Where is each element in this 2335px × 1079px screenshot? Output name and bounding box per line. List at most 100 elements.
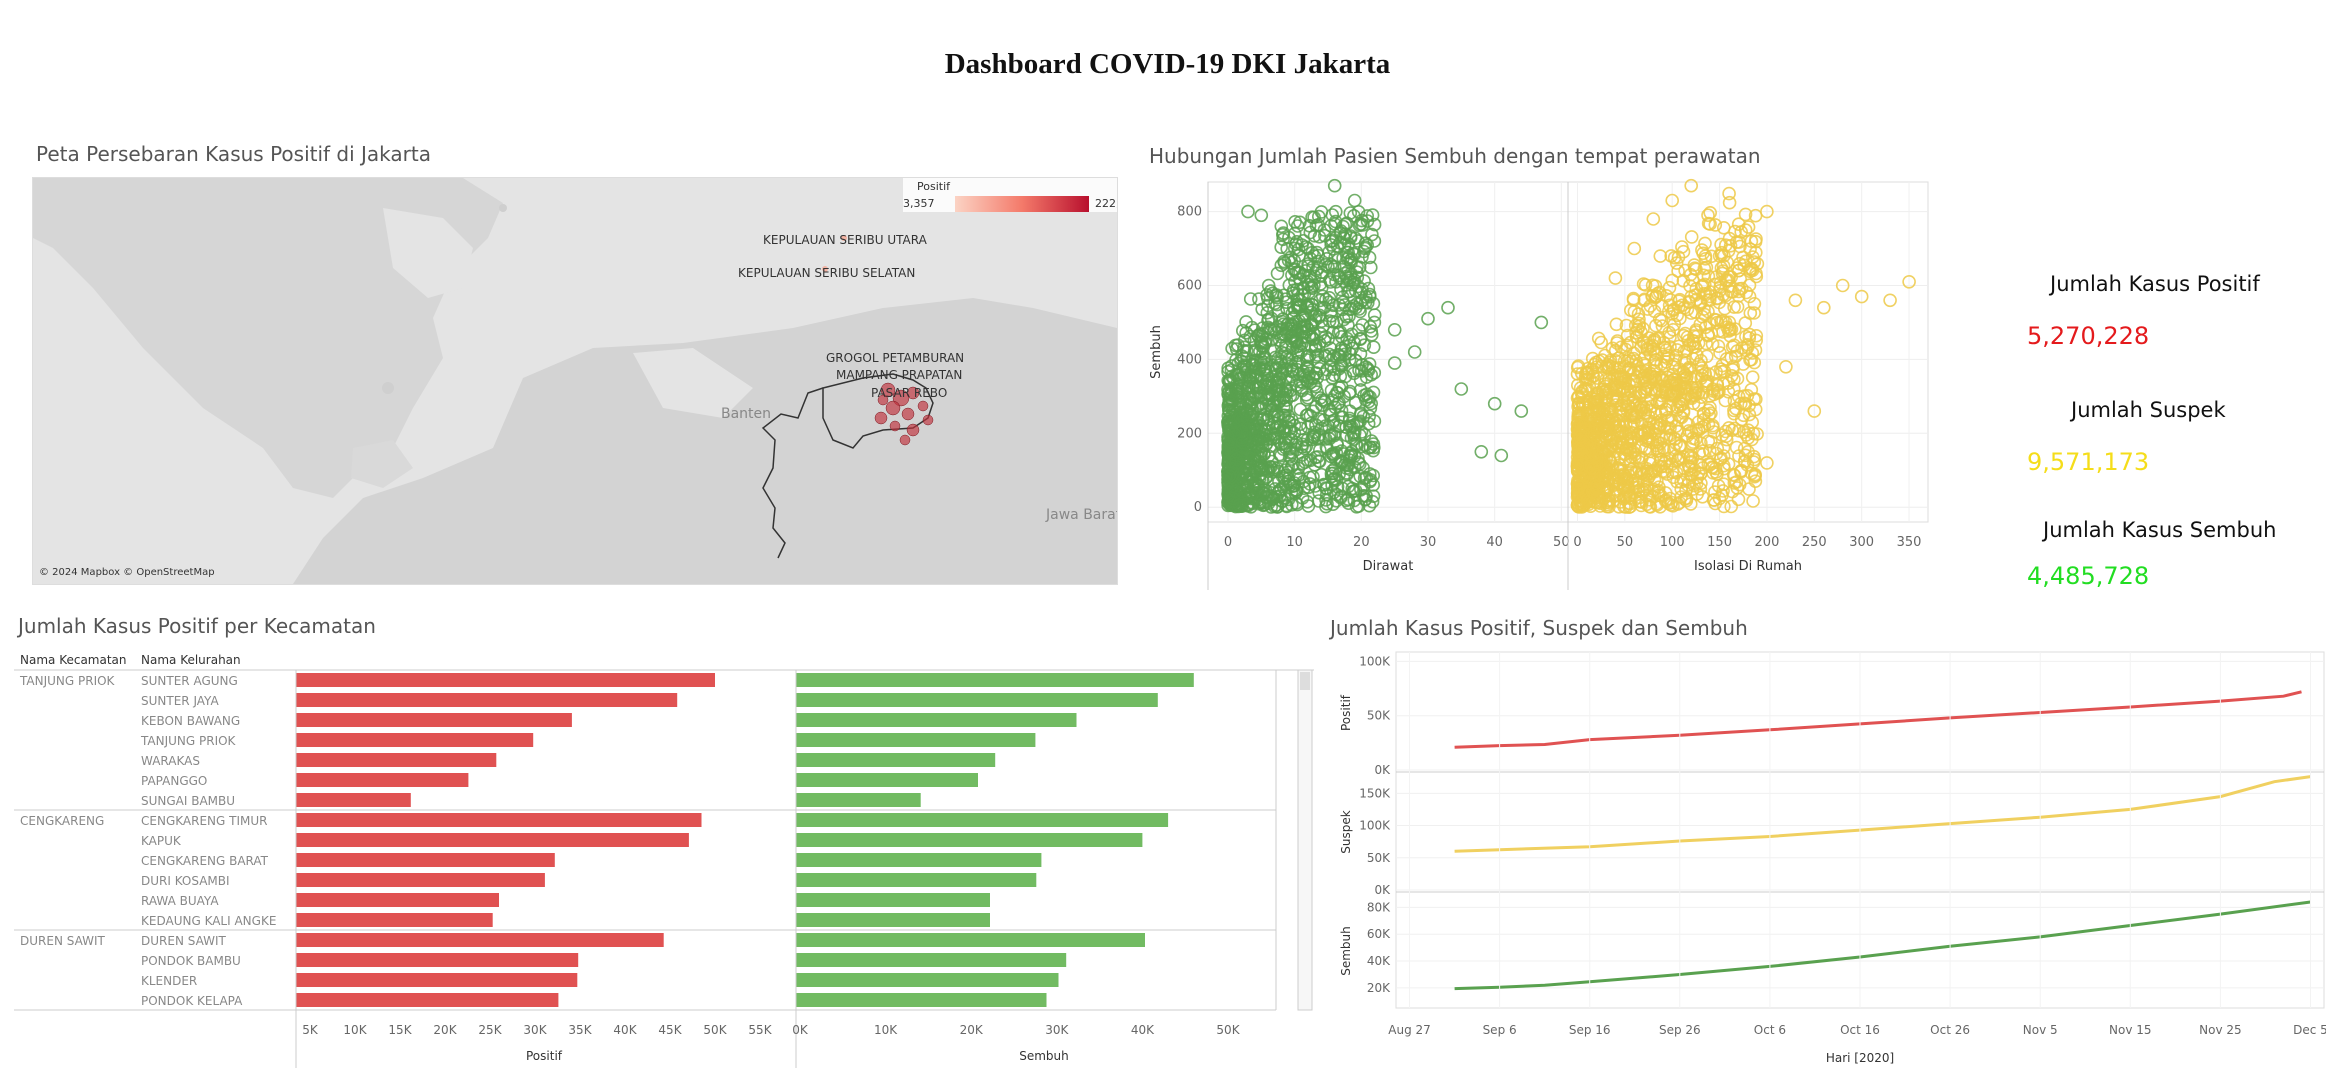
scatter-x-tick: 50 (1617, 535, 1634, 550)
scatter-point (1654, 371, 1669, 385)
scatter-point (1312, 209, 1326, 224)
scatter-point (1308, 313, 1322, 327)
scatter-point (1640, 302, 1655, 316)
bar-positif (296, 993, 559, 1007)
scatter-point (1300, 359, 1315, 374)
scatter-point (1660, 370, 1675, 385)
scatter-point (1285, 364, 1300, 379)
lines-y-tick: 60K (1367, 927, 1391, 941)
scatter-point (1354, 286, 1369, 300)
scatter-point (1332, 298, 1346, 312)
scatter-point (1637, 425, 1652, 440)
scatter-point (1324, 218, 1338, 233)
scatter-point (1288, 325, 1302, 339)
scatter-point (1337, 238, 1352, 252)
map-label-kep-seribu-utara: KEPULAUAN SERIBU UTARA (763, 233, 927, 247)
scatter-point (1611, 471, 1626, 486)
scatter-point (1324, 383, 1339, 398)
legend-gradient (955, 196, 1089, 212)
scatter-point (1648, 383, 1663, 398)
kelurahan-label: SUNTER JAYA (141, 694, 219, 708)
bar-positif (296, 793, 411, 807)
scatter-point (1683, 279, 1697, 293)
legend-min: 3,357 (903, 197, 935, 210)
lines-x-tick: Nov 15 (2109, 1023, 2152, 1037)
scatter-point (1454, 382, 1469, 396)
scatter-point (1670, 400, 1685, 415)
scatter-point (1329, 204, 1343, 219)
scatter-point (1278, 346, 1292, 361)
scatter-point (1287, 300, 1301, 315)
scatter-x-label: Isolasi Di Rumah (1694, 559, 1802, 574)
scatter-point (1365, 227, 1379, 242)
scatter-point (1285, 306, 1299, 321)
scatter-point (1707, 312, 1722, 327)
scatter-point (1249, 380, 1264, 394)
scatter-point (1612, 440, 1627, 455)
scatter-y-tick: 400 (1177, 352, 1202, 367)
scatter-point (1335, 290, 1350, 304)
bars-chart[interactable]: Nama Kecamatan Nama Kelurahan TANJUNG PRIO… (14, 648, 1314, 1068)
scatter-point (1720, 320, 1734, 334)
positif-x-tick: 55K (748, 1023, 772, 1037)
scatter-point (1722, 270, 1737, 284)
kelurahan-label: DURI KOSAMBI (141, 874, 230, 888)
scatter-point (1902, 275, 1916, 289)
scatter-point (1261, 278, 1276, 293)
scatter-point (1354, 406, 1368, 420)
bar-sembuh (796, 853, 1042, 867)
scatter-point (1571, 396, 1586, 410)
col-header-kecamatan: Nama Kecamatan (20, 653, 127, 667)
lines-x-tick: Sep 6 (1483, 1023, 1517, 1037)
scatter-point (1353, 347, 1368, 361)
scatter-point (1740, 338, 1755, 352)
scatter-points-dirawat (1221, 178, 1549, 514)
scatter-point (1387, 323, 1402, 337)
map-panel[interactable]: KEPULAUAN SERIBU UTARA KEPULAUAN SERIBU … (32, 177, 1118, 585)
scatter-point (1646, 212, 1661, 226)
bar-sembuh (796, 773, 978, 787)
kelurahan-label: SUNTER AGUNG (141, 674, 238, 688)
lines-y-label-sembuh: Sembuh (1339, 926, 1353, 976)
scatter-point (1736, 357, 1751, 371)
kpi-suspek-label: Jumlah Suspek (2071, 398, 2226, 422)
kpi-suspek-value: 9,571,173 (2027, 448, 2150, 476)
scatter-point (1623, 335, 1638, 350)
scatter-point (1703, 205, 1718, 220)
scatter-point (1657, 340, 1672, 355)
scatter-point (1608, 354, 1623, 368)
scatter-point (1226, 372, 1241, 386)
scatter-point (1663, 330, 1677, 344)
scatter-point (1494, 448, 1509, 463)
kecamatan-label: CENGKARENG (20, 814, 104, 828)
scatter-point (1244, 391, 1258, 406)
scatter-point (1672, 339, 1686, 354)
scatter-point (1241, 488, 1255, 503)
scatter-point (1698, 249, 1713, 263)
scatter-point (1318, 258, 1333, 272)
scatter-point (1653, 418, 1667, 432)
scatter-point (1352, 302, 1366, 316)
scatter-point (1622, 491, 1637, 506)
scatter-point (1615, 426, 1629, 440)
scatter-point (1357, 388, 1371, 403)
scatter-point (1733, 239, 1747, 254)
scatter-point (1351, 234, 1365, 248)
scatter-point (1334, 343, 1349, 358)
scatter-point (1687, 261, 1702, 275)
scatter-point (1668, 432, 1683, 446)
scatter-point (1289, 378, 1304, 393)
scatter-point (1711, 339, 1726, 353)
scatter-point (1729, 235, 1744, 249)
scatter-point (1263, 459, 1277, 474)
lines-chart[interactable]: 0K 50K 100K Positif 0K 50K 100K 150K Suspek 20K 40… (1326, 648, 2326, 1073)
scatter-point (1572, 480, 1587, 494)
scatter-point (1261, 291, 1275, 306)
scatter-point (1760, 204, 1774, 219)
scatter-point (1572, 402, 1587, 416)
kelurahan-label: WARAKAS (141, 754, 200, 768)
scatter-point (1638, 406, 1653, 421)
scatter-point (1626, 374, 1641, 389)
scatter-point (1300, 300, 1314, 315)
